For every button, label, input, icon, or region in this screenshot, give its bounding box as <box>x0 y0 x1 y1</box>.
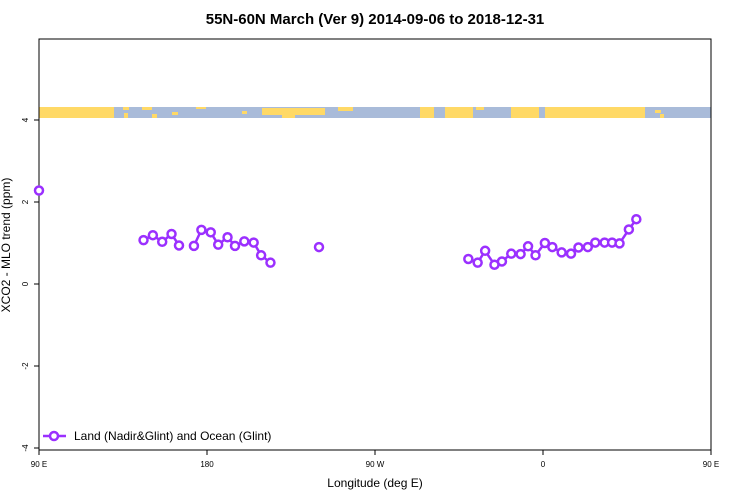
data-point <box>463 253 474 265</box>
legend: Land (Nadir&Glint) and Ocean (Glint) <box>43 429 271 443</box>
data-point <box>188 240 200 252</box>
data-point <box>472 257 483 268</box>
data-point <box>522 241 534 252</box>
data-point <box>248 237 259 248</box>
data-point <box>196 224 207 236</box>
data-point <box>623 224 635 235</box>
data-point <box>222 232 233 243</box>
data-point <box>582 241 594 253</box>
data-point <box>496 256 508 267</box>
x-tick-label: 90 W <box>366 460 385 469</box>
data-point <box>565 248 577 259</box>
data-point <box>229 240 241 252</box>
y-axis: -4 -2 0 2 4 <box>21 117 39 452</box>
data-point <box>166 228 177 240</box>
data-point <box>506 248 517 259</box>
y-tick-label: 2 <box>21 199 30 204</box>
y-axis-title: XCO2 - MLO trend (ppm) <box>0 178 13 313</box>
data-point <box>265 257 276 268</box>
data-point <box>631 213 642 225</box>
data-point <box>255 250 267 261</box>
data-point <box>147 229 159 241</box>
chart-title: 55N-60N March (Ver 9) 2014-09-06 to 2018… <box>206 11 545 28</box>
data-point <box>530 250 541 261</box>
map-strip-land <box>39 107 664 118</box>
legend-label: Land (Nadir&Glint) and Ocean (Glint) <box>74 429 271 443</box>
data-point <box>205 227 216 238</box>
data-point <box>239 236 250 247</box>
map-strip-ocean <box>39 107 711 118</box>
x-axis: 90 E 180 90 W 0 90 E <box>31 450 719 469</box>
data-point <box>614 238 625 249</box>
x-tick-label: 90 E <box>31 460 47 469</box>
data-point <box>33 185 45 196</box>
data-point <box>539 237 551 249</box>
y-tick-label: -4 <box>21 444 30 452</box>
x-tick-label: 90 E <box>703 460 719 469</box>
data-point <box>479 245 491 257</box>
data-point <box>573 242 584 253</box>
y-tick-label: 4 <box>21 117 30 122</box>
legend-marker <box>48 430 60 442</box>
data-point <box>138 234 149 246</box>
x-axis-title: Longitude (deg E) <box>327 476 422 490</box>
data-point <box>156 236 168 248</box>
series-layer <box>33 185 642 270</box>
y-tick-label: -2 <box>21 362 30 370</box>
x-tick-label: 0 <box>541 460 546 469</box>
data-point <box>590 237 601 248</box>
x-tick-label: 180 <box>200 460 214 469</box>
data-point <box>556 247 567 258</box>
data-point <box>515 248 526 260</box>
y-tick-label: 0 <box>21 281 30 286</box>
data-point <box>173 240 185 251</box>
data-point <box>212 239 224 250</box>
data-point <box>313 241 325 253</box>
data-point <box>547 241 558 253</box>
